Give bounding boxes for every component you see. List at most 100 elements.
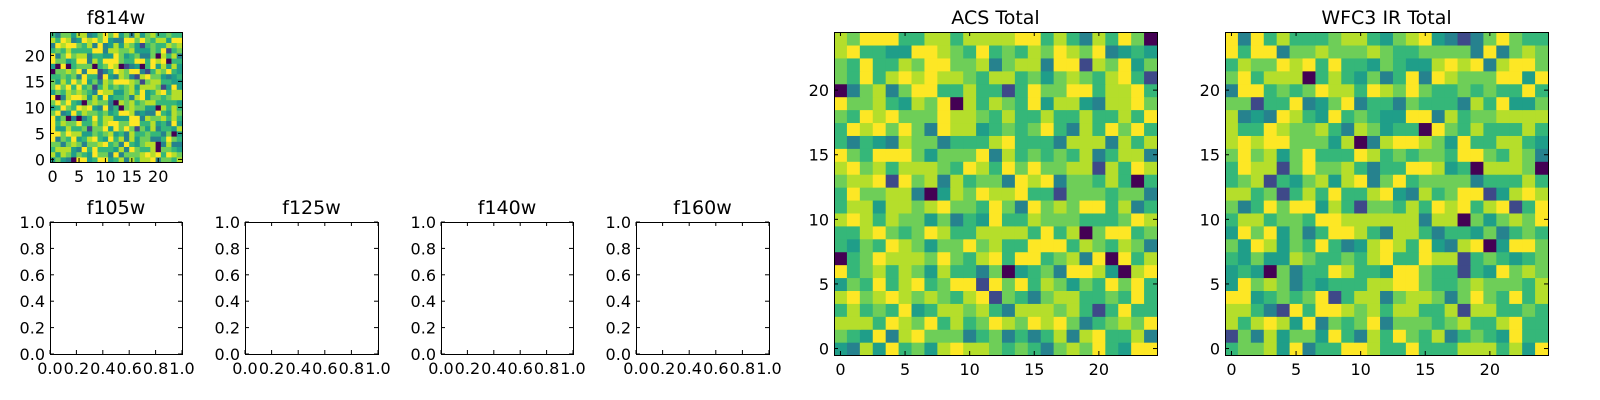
heatmap-cell — [1315, 174, 1329, 188]
heatmap-cell — [1302, 70, 1317, 85]
heatmap-cell — [834, 148, 848, 162]
heatmap-cell — [963, 212, 977, 227]
heatmap-cell — [86, 146, 93, 153]
heatmap-cell — [86, 42, 93, 49]
y-tick-label: 0.2 — [411, 319, 436, 338]
heatmap-cell — [171, 115, 178, 121]
heatmap-cell — [108, 120, 114, 127]
heatmap-cell — [155, 37, 162, 43]
heatmap-cell — [976, 251, 990, 266]
heatmap-cell — [134, 141, 141, 147]
heatmap-cell — [1328, 135, 1342, 149]
heatmap-cell — [1444, 161, 1459, 175]
heatmap-cell — [989, 174, 1003, 188]
heatmap-cell — [1040, 277, 1055, 291]
heatmap-cell — [976, 83, 990, 98]
heatmap-cell — [102, 78, 109, 85]
heatmap-cell — [155, 84, 162, 90]
heatmap-cell — [1289, 187, 1304, 201]
heatmap-cell — [55, 156, 62, 163]
heatmap-cell — [1444, 83, 1459, 98]
heatmap-cell — [155, 141, 162, 147]
heatmap-cell — [1027, 96, 1042, 111]
heatmap-cell — [924, 303, 938, 317]
heatmap-cell — [166, 141, 173, 147]
heatmap-cell — [911, 251, 926, 266]
heatmap-cell — [911, 329, 926, 343]
heatmap-cell — [60, 146, 67, 153]
heatmap-cell — [1066, 96, 1081, 111]
heatmap-cell — [1392, 277, 1407, 291]
heatmap-cell — [76, 52, 83, 59]
heatmap-cell — [1118, 342, 1132, 356]
heatmap-cell — [1040, 238, 1055, 253]
heatmap-cell — [1522, 342, 1536, 356]
heatmap-cell — [145, 130, 151, 137]
heatmap-cell — [1380, 225, 1394, 240]
heatmap-cell — [1418, 187, 1433, 201]
heatmap-cell — [1380, 199, 1394, 214]
heatmap-cell — [171, 141, 178, 147]
heatmap-cell — [1535, 96, 1549, 111]
heatmap-cell — [1354, 109, 1368, 124]
heatmap-cell — [150, 136, 157, 142]
heatmap-cell — [976, 290, 990, 304]
heatmap-cell — [71, 37, 77, 43]
heatmap-cell — [1225, 161, 1239, 175]
heatmap-cell — [118, 84, 125, 90]
heatmap-cell — [81, 156, 88, 163]
heatmap-cell — [118, 125, 125, 132]
heatmap-cell — [55, 37, 62, 43]
heatmap-cell — [1225, 342, 1239, 356]
heatmap-cell — [1250, 44, 1265, 59]
heatmap-cell — [76, 84, 83, 90]
heatmap-cell — [123, 104, 130, 111]
heatmap-cell — [134, 136, 141, 142]
heatmap-cell — [1027, 316, 1042, 330]
heatmap-cell — [1225, 277, 1239, 291]
heatmap-cell — [898, 109, 913, 124]
heatmap-cell — [1354, 83, 1368, 98]
heatmap-cell — [1470, 109, 1484, 124]
heatmap-cell — [1302, 251, 1317, 266]
heatmap-cell — [1276, 212, 1291, 227]
heatmap-cell — [113, 73, 120, 80]
heatmap-cell — [176, 89, 183, 95]
heatmap-cell — [1431, 83, 1446, 98]
heatmap-cell — [1289, 161, 1304, 175]
heatmap-cell — [1380, 212, 1394, 227]
heatmap-cell — [1483, 342, 1497, 356]
heatmap-cell — [1079, 238, 1093, 253]
heatmap-cell — [1105, 109, 1119, 124]
heatmap-cell — [1001, 109, 1016, 124]
heatmap-cell — [1079, 122, 1093, 136]
heatmap-cell — [1367, 277, 1381, 291]
heatmap-cell — [976, 70, 990, 85]
heatmap-cell — [1014, 342, 1029, 356]
heatmap-cell — [76, 37, 83, 43]
heatmap-cell — [97, 52, 104, 59]
heatmap-cell — [1367, 83, 1381, 98]
heatmap-cell — [1457, 57, 1472, 72]
heatmap-cell — [1457, 277, 1472, 291]
heatmap-cell — [134, 84, 141, 90]
heatmap-cell — [834, 70, 848, 85]
heatmap-cell — [1431, 44, 1446, 59]
heatmap-cell — [1118, 32, 1132, 46]
heatmap-cell — [1431, 290, 1446, 304]
heatmap-cell — [1027, 212, 1042, 227]
heatmap-cell — [76, 68, 83, 75]
heatmap-cell — [102, 125, 109, 132]
heatmap-cell — [859, 109, 874, 124]
heatmap-cell — [963, 44, 977, 59]
heatmap-cell — [113, 32, 120, 38]
heatmap-cell — [86, 63, 93, 69]
heatmap-cell — [118, 146, 125, 153]
heatmap-cell — [86, 94, 93, 101]
heatmap-cell — [160, 115, 167, 121]
heatmap-cell — [976, 44, 990, 59]
heatmap-cell — [1405, 303, 1420, 317]
heatmap-cell — [937, 174, 951, 188]
heatmap-cell — [139, 120, 146, 127]
heatmap-cell — [129, 63, 136, 69]
